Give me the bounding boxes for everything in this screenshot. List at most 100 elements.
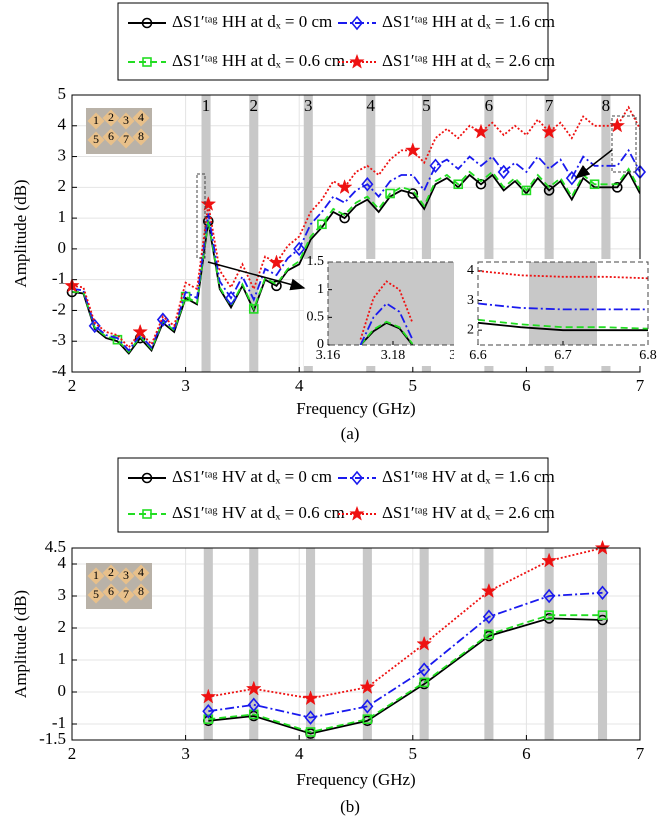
series-line [72, 170, 640, 355]
marker [404, 142, 421, 158]
y-tick-label: 0 [58, 238, 67, 257]
marker [203, 714, 214, 725]
zoom-arrow [574, 149, 613, 179]
marker [521, 185, 532, 196]
tag-tile [102, 564, 120, 582]
tag-tile [132, 583, 150, 601]
y-tick-label: 1 [58, 649, 67, 668]
y-axis-label: Amplitude (dB) [11, 179, 30, 287]
marker [362, 714, 373, 725]
inset-y-tick-label: 2 [467, 322, 474, 337]
marker [339, 212, 350, 224]
marker [245, 680, 262, 696]
marker [475, 178, 487, 190]
x-tick-label: 7 [636, 744, 645, 763]
band [484, 95, 494, 372]
inset: 3.163.183.200.511.5 [304, 254, 467, 366]
inset-x-tick-label: 6.6 [469, 348, 487, 363]
marker [349, 53, 365, 69]
x-tick-label: 5 [409, 376, 418, 395]
marker [596, 585, 609, 601]
marker [88, 318, 101, 334]
tag-tile [87, 567, 105, 585]
tag-tile [132, 128, 150, 146]
x-axis-label: Frequency (GHz) [296, 399, 415, 418]
band-label: 3 [304, 96, 313, 115]
marker [304, 710, 317, 725]
band [366, 95, 376, 372]
x-tick-label: 6 [522, 744, 531, 763]
tag-label: 2 [108, 565, 114, 579]
band [601, 95, 611, 372]
tag-tile [132, 109, 150, 127]
y-tick-label: -1 [52, 713, 66, 732]
marker [132, 323, 149, 339]
marker [224, 290, 238, 306]
inset-y-tick-label: 3 [467, 293, 474, 308]
tag-label: 6 [108, 129, 114, 143]
marker [543, 588, 556, 604]
tag-tile [132, 564, 150, 582]
zoom-box [196, 173, 206, 259]
inset-x-tick-label: 3.16 [316, 348, 341, 363]
y-tick-label: -1 [52, 269, 66, 288]
tag-label: 4 [138, 565, 144, 579]
tag-label: 6 [108, 584, 114, 598]
marker [336, 179, 353, 195]
band [362, 548, 372, 740]
marker [359, 678, 376, 694]
marker [202, 703, 215, 719]
inset-band [328, 262, 458, 345]
x-tick-label: 7 [636, 376, 645, 395]
y-tick-label: 2 [58, 617, 67, 636]
series-line [208, 617, 603, 735]
legend-label: ΔS1′ᵗᵃᵍ HH at dₓ = 1.6 cm [382, 12, 555, 31]
tag-label: 3 [123, 568, 129, 582]
legend-label: ΔS1′ᵗᵃᵍ HV at dₓ = 0 cm [172, 467, 332, 486]
marker [305, 727, 316, 737]
x-tick-label: 4 [295, 744, 304, 763]
x-tick-label: 5 [409, 744, 418, 763]
marker [407, 188, 419, 199]
legend-label: ΔS1′ᵗᵃᵍ HV at dₓ = 1.6 cm [382, 467, 555, 486]
plot-frame [71, 547, 641, 741]
inset-x-tick-label: 6.7 [554, 348, 572, 363]
marker [156, 312, 169, 327]
marker [361, 699, 374, 714]
band [544, 95, 554, 372]
band-label: 4 [367, 96, 376, 115]
tag-label: 1 [93, 568, 99, 582]
marker [141, 17, 153, 29]
y-tick-label: 1 [58, 207, 67, 226]
y-tick-label: -1.5 [39, 729, 66, 748]
band [597, 548, 608, 740]
legend-label: ΔS1′ᵗᵃᵍ HV at dₓ = 0.6 cm [172, 503, 345, 522]
legend-label: ΔS1′ᵗᵃᵍ HV at dₓ = 2.6 cm [382, 503, 555, 522]
tag-label: 8 [138, 129, 144, 143]
tag-tile [117, 567, 135, 585]
tag-tile [117, 131, 135, 149]
y-tick-label: 3 [58, 585, 67, 604]
caption: (a) [341, 424, 360, 443]
marker [484, 629, 494, 640]
inset-y-tick-label: 1.5 [307, 254, 325, 269]
marker [429, 158, 442, 174]
inset-line [478, 270, 648, 280]
inset-y-tick-label: 1 [317, 282, 324, 297]
x-tick-label: 6 [522, 376, 531, 395]
inset-y-tick-label: 0.5 [307, 310, 325, 325]
marker [361, 177, 374, 192]
marker [541, 123, 558, 139]
band-label: 5 [422, 96, 431, 115]
marker [419, 677, 429, 688]
marker [349, 505, 365, 521]
tag-label: 4 [138, 110, 144, 124]
series-line [72, 105, 640, 349]
tag-tile [117, 586, 135, 604]
y-tick-label: 4 [58, 115, 67, 134]
band [203, 548, 213, 740]
tag-tile [87, 586, 105, 604]
y-tick-label: -4 [52, 361, 67, 380]
marker [544, 610, 554, 621]
x-tick-label: 4 [295, 376, 304, 395]
